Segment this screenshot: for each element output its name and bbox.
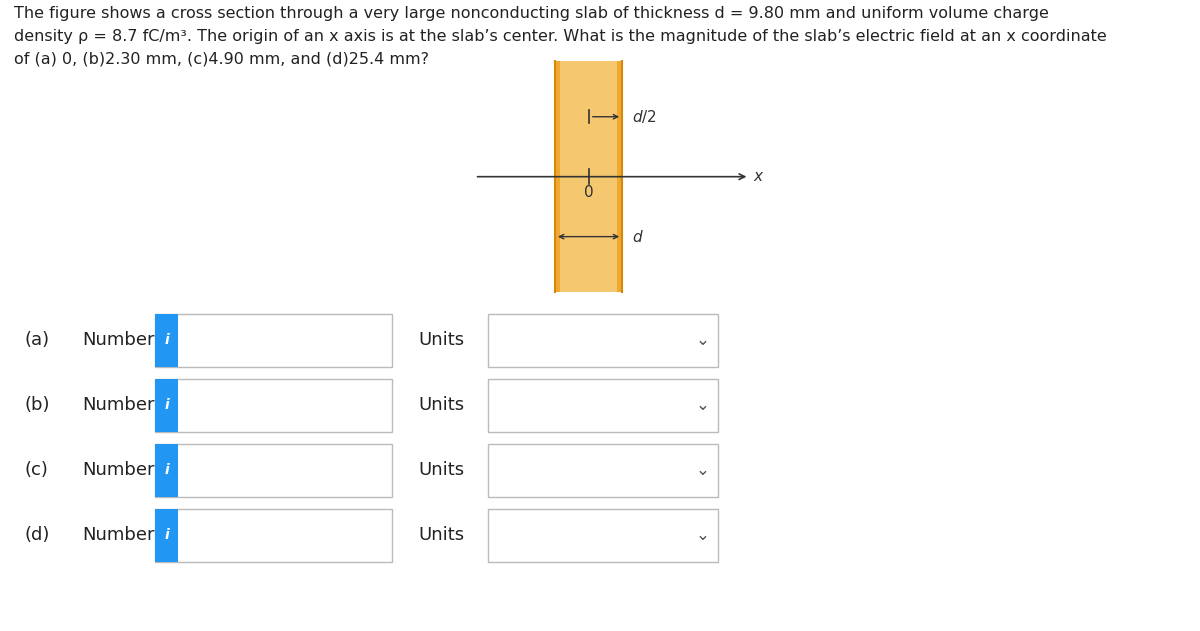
Text: (a): (a) [25, 331, 50, 349]
Text: (b): (b) [25, 396, 50, 414]
Text: The figure shows a cross section through a very large nonconducting slab of thic: The figure shows a cross section through… [14, 6, 1108, 67]
Bar [556, 61, 622, 292]
Text: i: i [164, 463, 169, 477]
Text: Number: Number [82, 461, 155, 479]
Bar [155, 509, 392, 562]
Bar [155, 509, 178, 562]
Text: ⌄: ⌄ [696, 526, 710, 544]
Text: ⌄: ⌄ [696, 331, 710, 349]
Text: Units: Units [418, 331, 464, 349]
Text: 0: 0 [583, 185, 593, 200]
Text: i: i [164, 333, 169, 347]
Text: (c): (c) [25, 461, 49, 479]
Text: Units: Units [418, 396, 464, 414]
Text: Number: Number [82, 396, 155, 414]
Bar [488, 509, 718, 562]
Text: ⌄: ⌄ [696, 396, 710, 414]
Text: i: i [164, 528, 169, 542]
Bar [617, 61, 622, 292]
Bar [155, 314, 392, 367]
Bar [556, 61, 560, 292]
Bar [488, 444, 718, 497]
Bar [155, 379, 178, 432]
Text: $d/2$: $d/2$ [632, 109, 656, 125]
Text: Number: Number [82, 331, 155, 349]
Bar [488, 314, 718, 367]
Text: (d): (d) [25, 526, 50, 544]
Text: $d$: $d$ [632, 228, 644, 245]
Text: Number: Number [82, 526, 155, 544]
Text: Units: Units [418, 526, 464, 544]
Text: Units: Units [418, 461, 464, 479]
Bar [488, 379, 718, 432]
Bar [155, 379, 392, 432]
Bar [155, 444, 392, 497]
Text: i: i [164, 398, 169, 412]
Bar [155, 314, 178, 367]
Bar [155, 444, 178, 497]
Text: $x$: $x$ [752, 169, 764, 184]
Text: ⌄: ⌄ [696, 461, 710, 479]
